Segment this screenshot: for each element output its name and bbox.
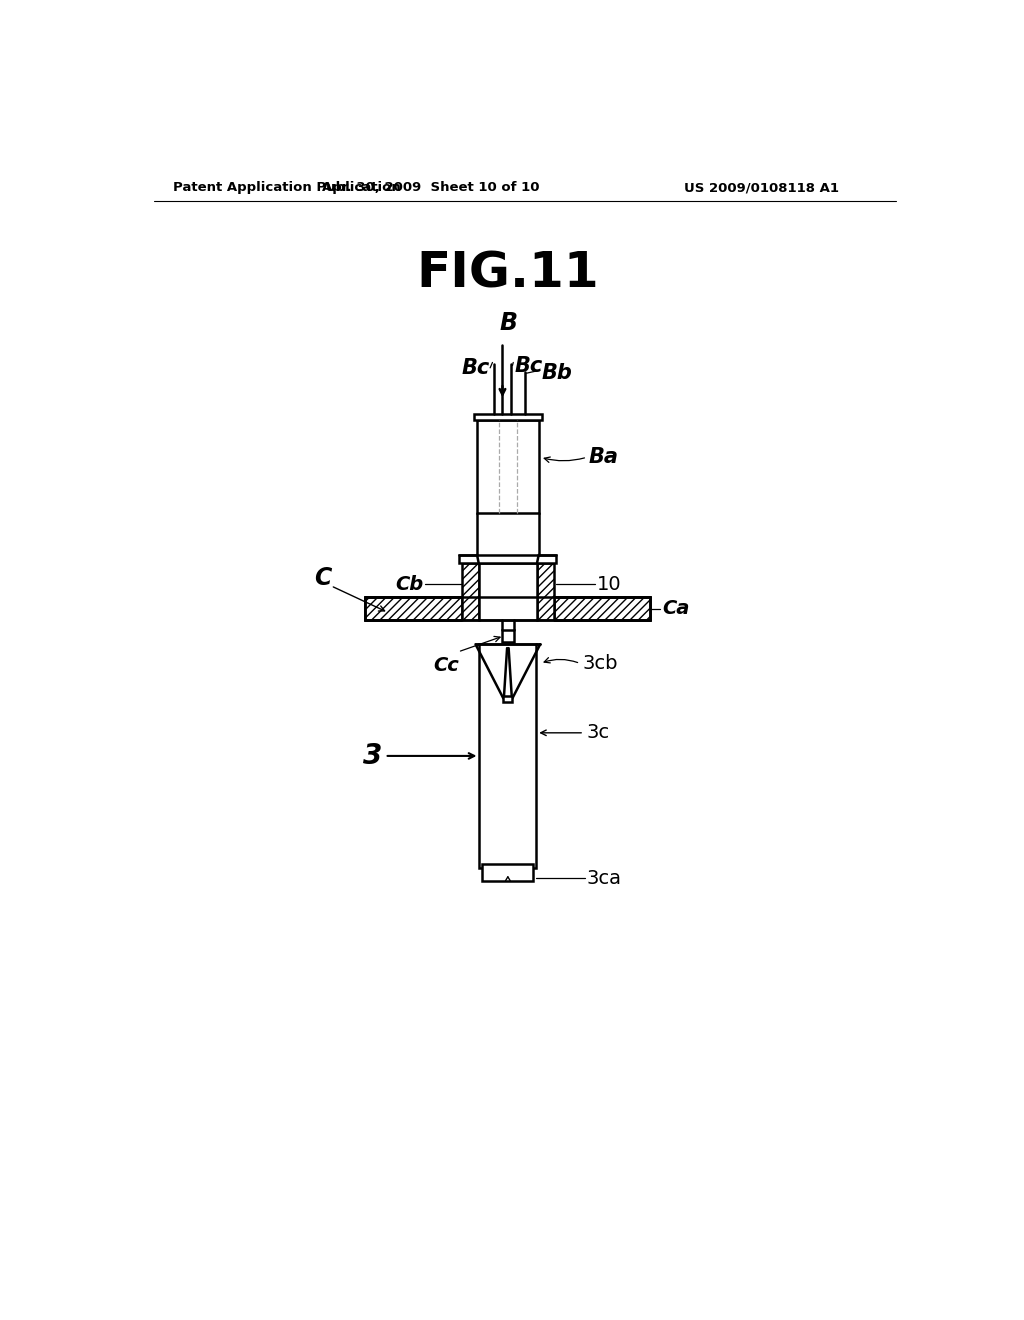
Bar xyxy=(460,554,556,562)
Text: Bc: Bc xyxy=(462,358,489,378)
Text: Apr. 30, 2009  Sheet 10 of 10: Apr. 30, 2009 Sheet 10 of 10 xyxy=(323,181,540,194)
Text: 3cb: 3cb xyxy=(583,653,618,673)
Text: B: B xyxy=(500,312,517,335)
Text: Ba: Ba xyxy=(589,447,618,467)
Bar xyxy=(479,644,537,867)
Bar xyxy=(478,562,538,620)
Text: Patent Application Publication: Patent Application Publication xyxy=(173,181,400,194)
Text: Bb: Bb xyxy=(542,363,572,383)
FancyBboxPatch shape xyxy=(554,598,650,620)
Text: Cb: Cb xyxy=(395,574,423,594)
FancyBboxPatch shape xyxy=(366,598,462,620)
Text: 3ca: 3ca xyxy=(587,869,622,888)
Bar xyxy=(366,597,650,620)
Bar xyxy=(462,595,554,622)
Bar xyxy=(502,630,514,642)
Text: 3: 3 xyxy=(364,742,383,770)
Bar xyxy=(482,863,534,880)
Text: C: C xyxy=(314,566,332,590)
Text: FIG.11: FIG.11 xyxy=(417,249,599,298)
Bar xyxy=(503,696,512,702)
Bar xyxy=(538,562,554,620)
Text: 3c: 3c xyxy=(587,723,609,742)
Text: Ca: Ca xyxy=(662,599,689,618)
Text: Bc: Bc xyxy=(515,355,543,375)
Text: Cc: Cc xyxy=(433,656,459,675)
Bar xyxy=(462,562,478,620)
Text: 10: 10 xyxy=(596,574,621,594)
Bar xyxy=(477,420,539,512)
Text: US 2009/0108118 A1: US 2009/0108118 A1 xyxy=(684,181,840,194)
Bar xyxy=(474,414,542,420)
